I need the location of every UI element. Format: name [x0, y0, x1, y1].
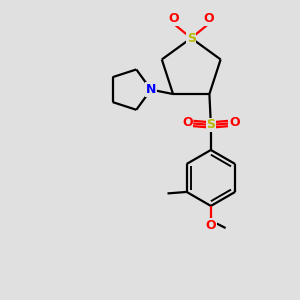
Text: O: O: [182, 116, 193, 128]
Text: O: O: [168, 13, 179, 26]
Text: N: N: [146, 83, 156, 96]
Text: O: O: [206, 219, 216, 232]
Text: O: O: [204, 13, 214, 26]
Text: S: S: [206, 118, 215, 131]
Text: N: N: [146, 83, 156, 96]
Text: O: O: [229, 116, 240, 128]
Text: S: S: [187, 32, 196, 45]
